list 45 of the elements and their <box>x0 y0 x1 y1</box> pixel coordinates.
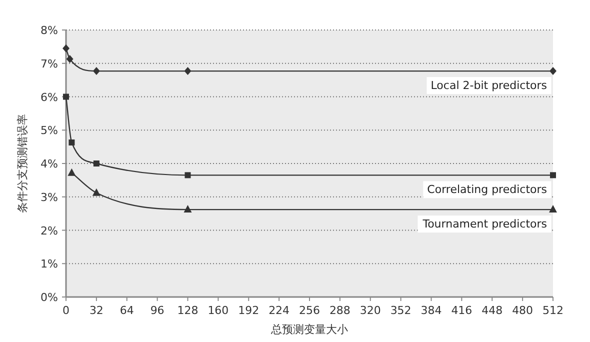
point <box>63 94 69 100</box>
series-label: Tournament predictors <box>422 218 548 231</box>
x-tick-label: 0 <box>62 304 70 317</box>
y-tick-label: 0% <box>40 291 58 304</box>
x-tick-label: 256 <box>299 304 320 317</box>
x-tick-label: 288 <box>329 304 350 317</box>
y-tick-label: 5% <box>40 124 58 138</box>
point <box>62 44 70 52</box>
y-tick-label: 3% <box>40 190 58 204</box>
y-tick-label: 7% <box>40 57 58 70</box>
x-tick-label: 416 <box>451 304 472 317</box>
point <box>68 139 75 146</box>
x-tick-label: 160 <box>208 304 229 317</box>
x-tick-label: 32 <box>89 304 104 317</box>
x-tick-label: 384 <box>420 304 442 317</box>
point <box>93 160 100 166</box>
y-tick-label: 2% <box>40 224 58 238</box>
x-axis-title: 总预测变量大小 <box>270 323 348 336</box>
point <box>92 67 100 76</box>
point <box>184 67 192 76</box>
point <box>184 205 192 213</box>
point <box>92 188 100 196</box>
x-tick-label: 352 <box>390 304 412 317</box>
point <box>68 168 76 176</box>
point <box>550 172 556 178</box>
y-tick-label: 1% <box>40 258 58 271</box>
x-tick-label: 320 <box>360 304 381 317</box>
x-tick-label: 64 <box>120 304 134 317</box>
x-tick-label: 192 <box>238 304 260 317</box>
x-tick-label: 480 <box>512 304 534 317</box>
series-label: Local 2-bit predictors <box>430 79 548 92</box>
x-tick-label: 512 <box>542 304 564 317</box>
point <box>66 55 74 64</box>
series-label: Correlating predictors <box>427 183 548 196</box>
y-axis-title: 条件分支预测错误率 <box>16 114 29 213</box>
y-tick-label: 6% <box>40 90 58 104</box>
point <box>184 172 191 178</box>
y-tick-label: 4% <box>40 158 58 170</box>
x-tick-label: 96 <box>150 304 164 317</box>
point <box>549 205 557 213</box>
y-tick-label: 8% <box>40 24 58 37</box>
x-tick-label: 128 <box>177 304 198 317</box>
x-tick-label: 224 <box>268 304 290 317</box>
x-tick-label: 448 <box>482 304 503 317</box>
point <box>550 67 556 76</box>
